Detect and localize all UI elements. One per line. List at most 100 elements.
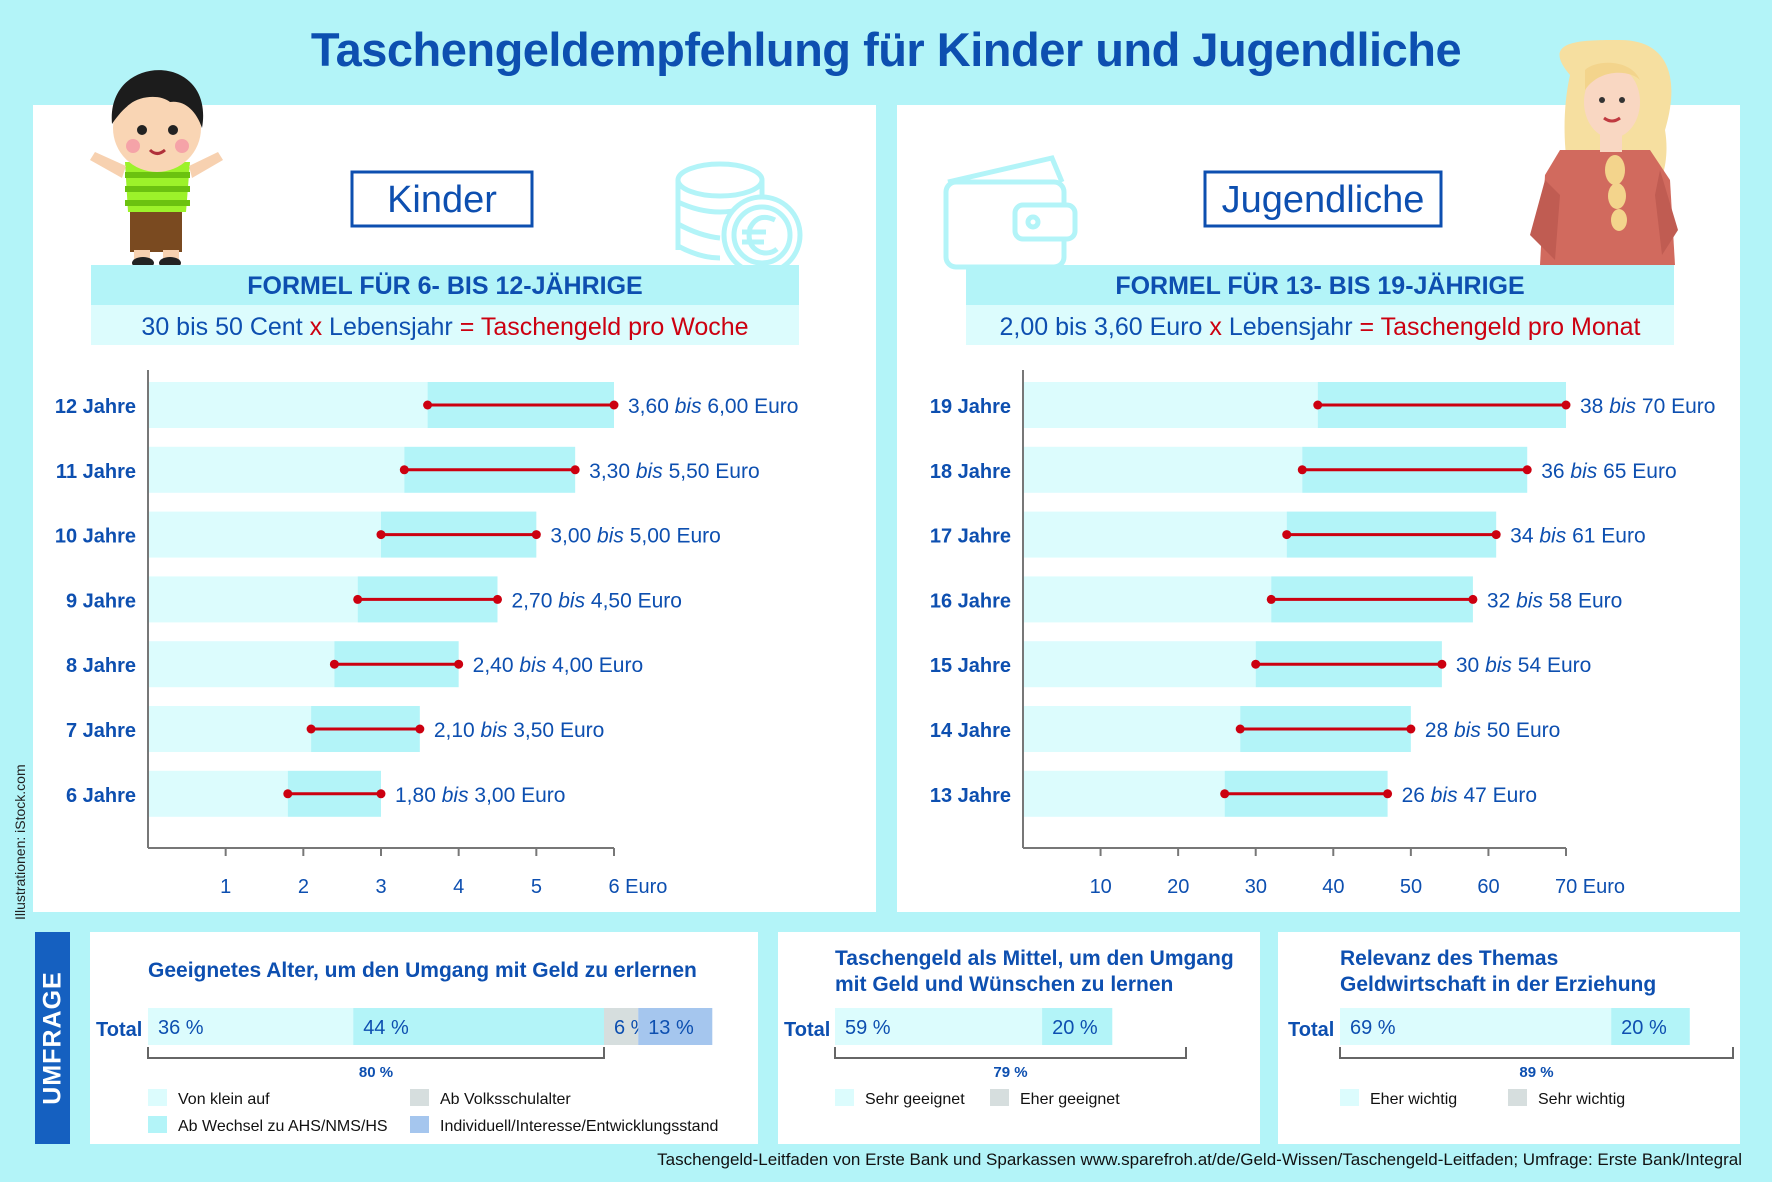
survey-means-title: mit Geld und Wünschen zu lernen <box>835 973 1173 996</box>
kinder-category-label: 8 Jahre <box>66 655 136 677</box>
survey-relevance-legend-label: Eher wichtig <box>1370 1091 1457 1108</box>
jugendliche-heading-box <box>1203 170 1443 228</box>
jugendliche-point-low <box>1235 724 1245 734</box>
coins-euro-icon <box>675 161 803 276</box>
kinder-point-high <box>454 659 464 669</box>
survey-age-legend-label: Ab Wechsel zu AHS/NMS/HS <box>178 1118 388 1135</box>
kinder-bar-base <box>148 446 405 493</box>
jugendliche-value-label: 30 bis 54 Euro <box>1456 654 1591 677</box>
jugendliche-point-high <box>1383 789 1393 799</box>
kinder-x-tick-label: 4 <box>453 876 464 898</box>
jugendliche-formula: 2,00 bis 3,60 Euro x Lebensjahr = Tasche… <box>1000 313 1641 341</box>
jugendliche-category-label: 14 Jahre <box>930 720 1011 742</box>
survey-relevance-bracket-label: 89 % <box>1519 1064 1553 1081</box>
survey-means-segment-label: 20 % <box>1052 1017 1098 1039</box>
jugendliche-point-high <box>1561 400 1571 410</box>
kinder-point-low <box>329 659 339 669</box>
jugendliche-value-label: 26 bis 47 Euro <box>1402 784 1537 807</box>
girl-illustration <box>1530 40 1678 265</box>
survey-means-segment-label: 59 % <box>845 1017 891 1039</box>
jugendliche-category-label: 15 Jahre <box>930 655 1011 677</box>
kinder-bar-base <box>148 576 358 623</box>
survey-means-legend-swatch <box>835 1089 854 1106</box>
source-footer: Taschengeld-Leitfaden von Erste Bank und… <box>657 1150 1742 1169</box>
survey-relevance-bracket <box>1339 1047 1734 1059</box>
jugendliche-point-low <box>1282 530 1292 540</box>
survey-means-legend-swatch <box>990 1089 1009 1106</box>
survey-relevance-segment-label: 69 % <box>1350 1017 1396 1039</box>
kinder-x-tick-label: 2 <box>298 876 309 898</box>
jugendliche-bar-base <box>1023 511 1287 558</box>
jugendliche-value-label: 34 bis 61 Euro <box>1510 525 1645 548</box>
jugendliche-point-low <box>1266 594 1276 604</box>
kinder-heading-box <box>350 170 534 228</box>
kinder-point-high <box>415 724 425 734</box>
kinder-bar-base <box>148 511 381 558</box>
jugendliche-bar-base <box>1023 770 1225 817</box>
kinder-x-tick-label: 1 <box>220 876 231 898</box>
jugendliche-point-high <box>1437 659 1447 669</box>
kinder-value-label: 1,80 bis 3,00 Euro <box>395 784 565 807</box>
kinder-point-high <box>570 465 580 475</box>
kinder-value-label: 3,60 bis 6,00 Euro <box>628 395 798 418</box>
page-title: Taschengeldempfehlung für Kinder und Jug… <box>310 23 1462 76</box>
survey-age-title: Geeignetes Alter, um den Umgang mit Geld… <box>148 959 697 982</box>
jugendliche-bar-base <box>1023 576 1272 623</box>
survey-means-bracket-label: 79 % <box>993 1064 1027 1081</box>
survey-age-bracket <box>147 1047 605 1059</box>
jugendliche-category-label: 19 Jahre <box>930 396 1011 418</box>
survey-age-segment-label: 44 % <box>363 1017 409 1039</box>
survey-relevance-segment <box>1611 1008 1690 1045</box>
kinder-value-label: 2,40 bis 4,00 Euro <box>473 654 643 677</box>
jugendliche-point-low <box>1251 659 1261 669</box>
survey-relevance-category-label: Total <box>1288 1019 1334 1041</box>
kinder-bar-base <box>148 706 312 752</box>
kinder-category-label: 12 Jahre <box>55 396 136 418</box>
jugendliche-bar-base <box>1023 446 1303 493</box>
kinder-x-tick-label: 3 <box>376 876 387 898</box>
kinder-point-high <box>609 400 619 410</box>
survey-age-segment <box>638 1008 713 1045</box>
kinder-bar-base <box>148 382 428 428</box>
jugendliche-value-label: 32 bis 58 Euro <box>1487 589 1622 612</box>
survey-age-segment <box>148 1008 354 1045</box>
kinder-formula-title: FORMEL FÜR 6- BIS 12-JÄHRIGE <box>247 271 642 300</box>
jugendliche-point-high <box>1491 530 1501 540</box>
survey-means-category-label: Total <box>784 1019 830 1041</box>
jugendliche-value-label: 36 bis 65 Euro <box>1541 460 1676 483</box>
survey-relevance-segment-label: 20 % <box>1621 1017 1667 1039</box>
jugendliche-x-tick-label: 50 <box>1400 876 1422 898</box>
kinder-formula-band <box>91 305 799 345</box>
kinder-point-low <box>399 465 409 475</box>
kinder-value-label: 3,30 bis 5,50 Euro <box>589 460 759 483</box>
jugendliche-value-label: 38 bis 70 Euro <box>1580 395 1715 418</box>
jugendliche-bar-base <box>1023 382 1318 428</box>
survey-relevance-legend-swatch <box>1508 1089 1527 1106</box>
kinder-point-high <box>531 530 541 540</box>
jugendliche-bar-base <box>1023 641 1256 688</box>
survey-age-segment <box>353 1008 604 1045</box>
jugendliche-formula-band <box>966 305 1674 345</box>
jugendliche-category-label: 13 Jahre <box>930 785 1011 807</box>
kinder-value-label: 2,70 bis 4,50 Euro <box>512 589 682 612</box>
jugendliche-x-tick-label: 30 <box>1245 876 1267 898</box>
kinder-point-low <box>376 530 386 540</box>
jugendliche-formula-title: FORMEL FÜR 13- BIS 19-JÄHRIGE <box>1115 271 1524 300</box>
jugendliche-x-tick-label: 60 <box>1477 876 1499 898</box>
kinder-category-label: 11 Jahre <box>56 461 136 483</box>
survey-age-segment-label: 36 % <box>158 1017 204 1039</box>
jugendliche-point-low <box>1297 465 1307 475</box>
jugendliche-point-low <box>1313 400 1323 410</box>
kinder-bar-base <box>148 770 288 817</box>
survey-relevance-title: Relevanz des Themas <box>1340 947 1558 970</box>
survey-relevance-title: Geldwirtschaft in der Erziehung <box>1340 973 1656 996</box>
survey-age-legend-label: Ab Volksschulalter <box>440 1091 571 1108</box>
kinder-point-high <box>376 789 386 799</box>
survey-age-segment-label: 13 % <box>648 1017 694 1039</box>
survey-age-legend-swatch <box>410 1116 429 1133</box>
jugendliche-x-tick-label: 70 Euro <box>1555 876 1625 898</box>
kinder-x-tick-label: 6 Euro <box>609 876 668 898</box>
kinder-point-low <box>423 400 433 410</box>
jugendliche-bar-base <box>1023 706 1241 752</box>
